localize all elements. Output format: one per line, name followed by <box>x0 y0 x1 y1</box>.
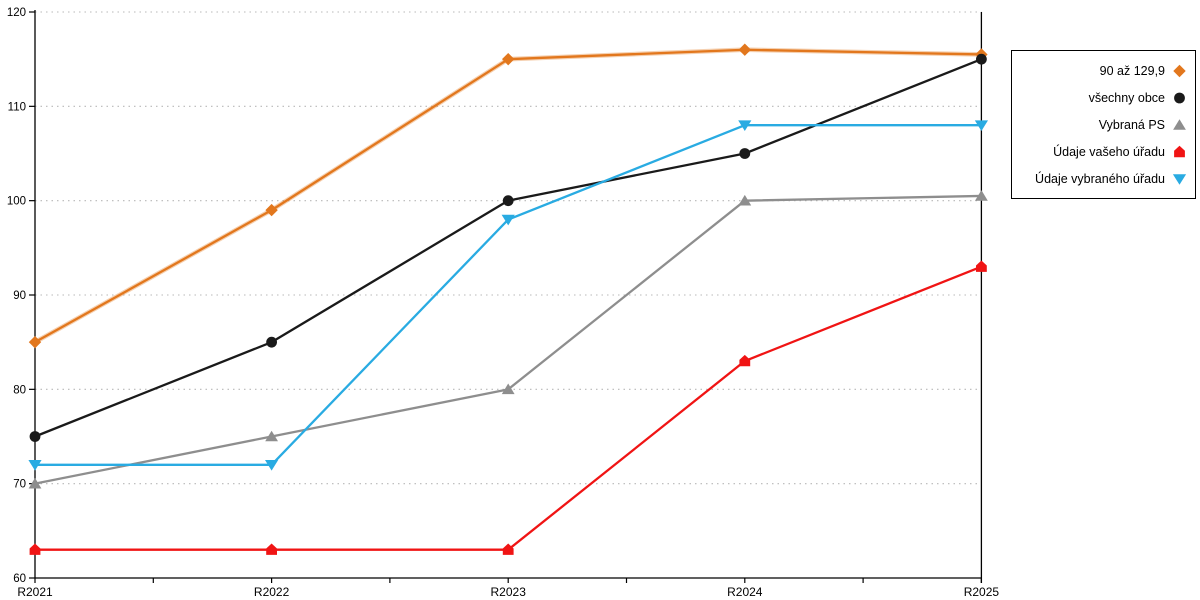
legend-item: Údaje vašeho úřadu <box>1016 140 1187 164</box>
legend-item-label: Vybraná PS <box>1098 117 1165 132</box>
data-point-marker <box>265 460 279 471</box>
legend-item: 90 až 129,9 <box>1016 59 1187 83</box>
data-point-marker <box>976 260 987 272</box>
y-tick-label: 90 <box>13 290 26 302</box>
data-point-marker <box>502 195 514 207</box>
data-point-marker <box>29 543 41 555</box>
triangle-up-legend-marker-icon <box>1173 118 1186 130</box>
legend-item-label: Údaje vybraného úřadu <box>1035 171 1165 186</box>
data-point-marker <box>738 120 752 131</box>
x-tick-label: R2022 <box>254 585 290 599</box>
legend-item-label: všechny obce <box>1088 90 1165 105</box>
data-point-marker <box>739 354 751 367</box>
data-point-marker <box>976 53 987 65</box>
series-line <box>34 58 982 438</box>
data-point-marker <box>501 383 515 395</box>
legend-item-label: Údaje vašeho úřadu <box>1053 144 1165 159</box>
data-point-marker <box>266 543 277 555</box>
x-tick-label: R2025 <box>964 585 1000 599</box>
chart-legend: 90 až 129,9 všechny obce Vybraná PS Údaje v… <box>1011 50 1196 199</box>
house-legend-marker-icon <box>1174 145 1185 157</box>
data-point-marker <box>28 477 42 489</box>
y-tick-label: 110 <box>8 101 26 113</box>
series-line <box>34 194 982 485</box>
legend-item-label: 90 až 129,9 <box>1099 63 1165 78</box>
triangle-down-legend-marker-icon <box>1172 173 1187 185</box>
data-point-marker <box>738 194 752 206</box>
series-line <box>35 265 982 551</box>
y-tick-label: 80 <box>13 384 26 396</box>
data-point-marker <box>738 43 751 56</box>
y-tick-label: 120 <box>7 7 26 19</box>
legend-item: všechny obce <box>1016 86 1187 110</box>
data-point-marker <box>501 214 515 226</box>
data-point-marker <box>265 430 278 442</box>
data-point-marker <box>739 148 751 159</box>
data-point-marker <box>265 203 278 217</box>
data-point-marker <box>502 52 515 66</box>
diamond-legend-marker-icon <box>1173 64 1186 77</box>
y-tick-label: 70 <box>13 479 26 491</box>
x-tick-label: R2021 <box>17 585 53 599</box>
data-point-marker <box>29 431 41 442</box>
y-tick-label: 60 <box>13 573 26 585</box>
circle-legend-marker-icon <box>1174 92 1185 103</box>
data-point-marker <box>974 120 988 131</box>
data-point-marker <box>28 460 42 471</box>
legend-item: Údaje vybraného úřadu <box>1016 167 1187 191</box>
data-point-marker <box>975 190 988 201</box>
data-point-marker <box>266 336 277 348</box>
data-point-marker <box>28 335 42 349</box>
x-tick-label: R2023 <box>491 585 527 599</box>
x-tick-label: R2024 <box>727 585 763 599</box>
data-point-marker <box>502 543 514 555</box>
legend-item: Vybraná PS <box>1016 113 1187 137</box>
y-tick-label: 100 <box>7 196 26 208</box>
